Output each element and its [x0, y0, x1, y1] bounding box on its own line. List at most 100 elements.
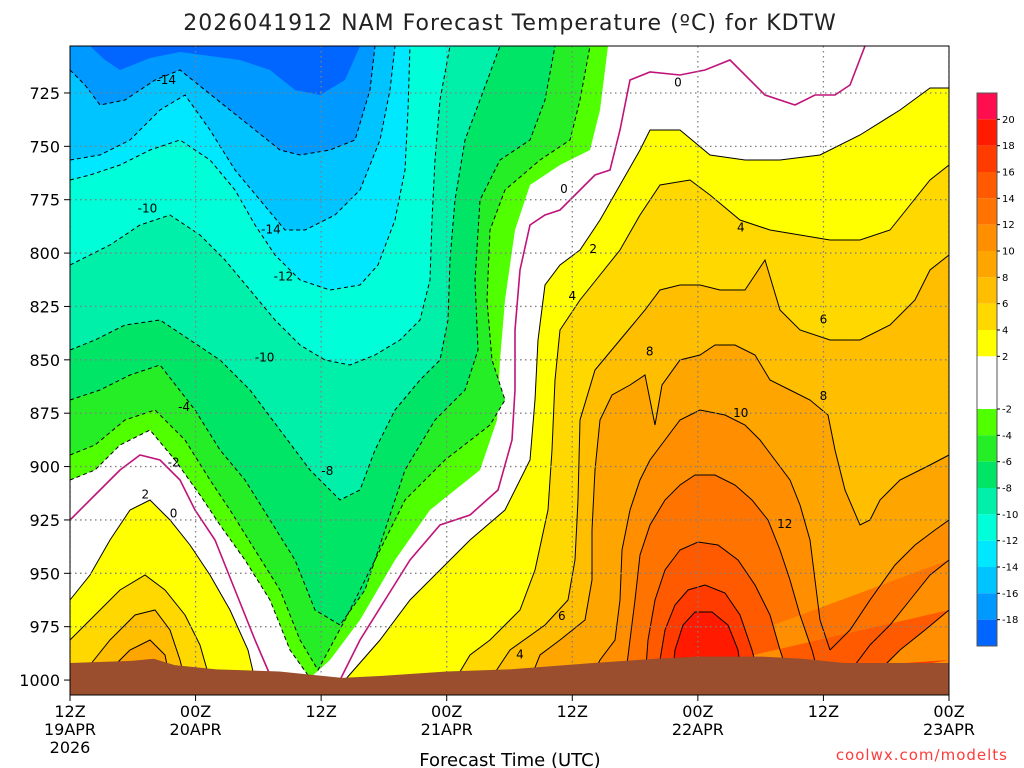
x-tick-label: 12Z [808, 702, 839, 721]
x-tick-label: 2026 [50, 738, 91, 757]
grid [70, 46, 949, 695]
contour-label: 8 [820, 389, 828, 403]
colorbar: 20 18 16 14 12 10 8 6 4 2 -2 -4 -6 -8 -10 -12 -14 -16 -18 [976, 92, 1018, 647]
contour-label: 4 [737, 220, 745, 234]
contour-plus-10-right [589, 409, 949, 681]
colorbar-swatch [977, 461, 997, 488]
y-tick-label: 1000 [19, 671, 60, 690]
contour-minus-12 [70, 46, 411, 291]
x-tick-label: 00Z [682, 702, 713, 721]
contour-plus-2-right [344, 87, 949, 681]
contour-minus-8 [70, 46, 501, 501]
contour-labels: -14 -14 -12 -10 -10 -8 -4 -2 0 2 0 0 2 4 4 6 8 8 10 12 6 4 [138, 73, 828, 661]
y-tick-label: 825 [29, 297, 60, 316]
contour-label: 4 [516, 647, 524, 661]
y-tick-label: 800 [29, 244, 60, 263]
contour-plus-6-left [89, 609, 186, 681]
x-tick-label: 12Z [54, 702, 85, 721]
contour-plus-6-right [489, 254, 949, 681]
colorbar-label: -4 [1002, 431, 1012, 442]
credit-label: coolwx.com/modelts [836, 746, 1008, 764]
contour-plus-18-right [671, 611, 743, 681]
contour-label: -2 [168, 455, 180, 469]
contour-label: -10 [255, 351, 275, 365]
contour-label: -14 [261, 223, 281, 237]
ground-surface [70, 656, 949, 695]
colorbar-label: 8 [1002, 273, 1008, 284]
colorbar-label: -6 [1002, 457, 1012, 468]
band-minus-18 [90, 46, 360, 95]
contour-minus-16 [70, 46, 376, 156]
colorbar-swatch [977, 488, 997, 515]
contour-label: 12 [777, 517, 792, 531]
colorbar-label: -10 [1002, 510, 1018, 521]
colorbar-swatch [977, 119, 997, 146]
x-tick-label: 12Z [305, 702, 336, 721]
contour-plus-8-right [529, 344, 949, 681]
contour-minus-14 [70, 46, 396, 231]
y-tick-label: 875 [29, 404, 60, 423]
colorbar-swatch [977, 224, 997, 251]
x-tick-label: 19APR [44, 720, 96, 739]
contour-label: 0 [560, 182, 568, 196]
colorbar-swatch [977, 198, 997, 225]
y-tick-label: 950 [29, 564, 60, 583]
colorbar-label: 14 [1002, 194, 1015, 205]
x-tick-label: 23APR [923, 720, 975, 739]
colorbar-label: -18 [1002, 615, 1018, 626]
contour-label: 0 [674, 75, 682, 89]
y-tick-label: 750 [29, 137, 60, 156]
contour-plus-4-right [454, 164, 949, 681]
colorbar-swatch [977, 93, 997, 120]
y-tick-label: 850 [29, 351, 60, 370]
colorbar-swatch [977, 593, 997, 620]
x-tick-label: 20APR [170, 720, 222, 739]
x-tick-label: 22APR [672, 720, 724, 739]
colorbar-label: 20 [1002, 115, 1015, 126]
isotherm-zero-left [70, 454, 271, 676]
contour-label: -10 [138, 201, 158, 215]
contour-label: 2 [142, 487, 150, 501]
colorbar-swatch [977, 409, 997, 436]
contour-label: -8 [321, 464, 333, 478]
colorbar-swatch [977, 567, 997, 594]
y-tick-label: 725 [29, 84, 60, 103]
x-tick-label: 00Z [431, 702, 462, 721]
contour-label: -12 [274, 270, 294, 284]
x-tick-label: 21APR [421, 720, 473, 739]
contour-label: -4 [178, 400, 190, 414]
x-tick-label: 12Z [557, 702, 588, 721]
contour-lines [70, 46, 949, 681]
contour-plus-4-left [70, 574, 211, 681]
colorbar-label: 16 [1002, 168, 1015, 179]
x-tick-label: 00Z [180, 702, 211, 721]
contour-minus-6 [70, 46, 556, 626]
colorbar-swatch [977, 514, 997, 541]
colorbar-label: 12 [1002, 220, 1015, 231]
y-tick-label: 925 [29, 511, 60, 530]
y-axis: 725 750 775 800 825 850 875 900 925 950 975 1000 [19, 84, 70, 690]
contour-label: 8 [646, 344, 654, 358]
colorbar-swatch [977, 435, 997, 462]
contour-label: -14 [156, 73, 176, 87]
y-tick-label: 775 [29, 191, 60, 210]
contour-label: 6 [820, 312, 828, 326]
x-axis-label: Forecast Time (UTC) [419, 750, 600, 768]
colorbar-swatch [977, 540, 997, 567]
colorbar-frame [976, 92, 998, 647]
colorbar-swatch [977, 619, 997, 646]
isotherm-zero-right [339, 46, 866, 681]
colorbar-swatch [977, 172, 997, 199]
contour-minus-4 [70, 46, 591, 672]
colorbar-label: 2 [1002, 352, 1008, 363]
contour-label: 10 [733, 406, 748, 420]
colorbar-label: 10 [1002, 247, 1015, 258]
colorbar-label: 4 [1002, 326, 1008, 337]
contour-plus-16-right [657, 584, 761, 681]
colorbar-label: -8 [1002, 484, 1012, 495]
chart-title: 2026041912 NAM Forecast Temperature (ºC)… [183, 11, 837, 36]
colorbar-label: 6 [1002, 299, 1008, 310]
contour-minus-2 [70, 429, 311, 679]
contour-label: 6 [558, 609, 566, 623]
